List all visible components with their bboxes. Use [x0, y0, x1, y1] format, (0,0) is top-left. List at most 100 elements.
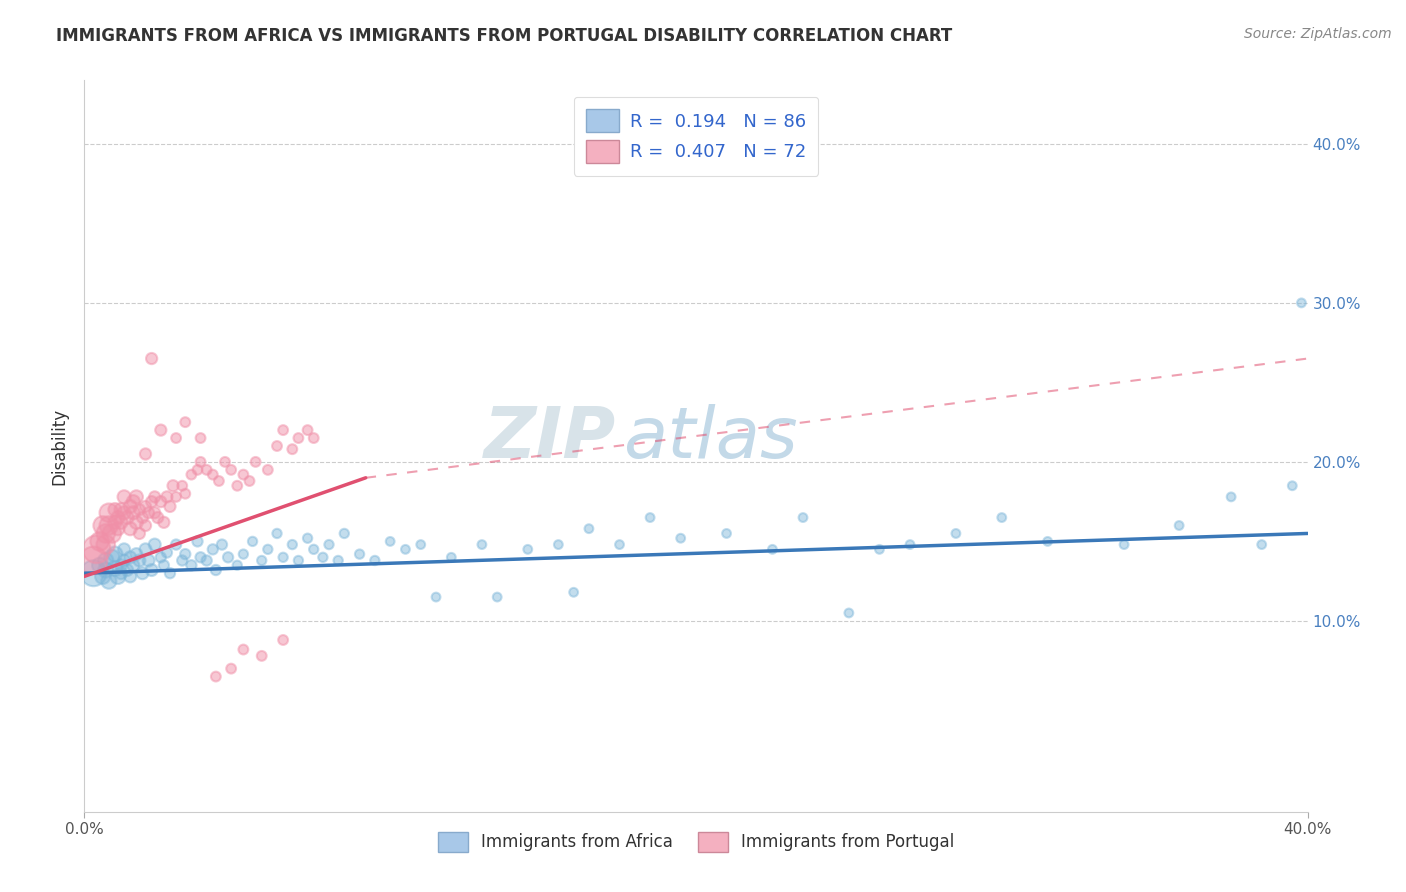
- Point: [138, 553, 160, 567]
- Point: [149, 494, 172, 508]
- Point: [159, 566, 181, 581]
- Point: [86, 542, 108, 557]
- Point: [380, 534, 402, 549]
- Point: [716, 526, 738, 541]
- Point: [205, 563, 228, 577]
- Point: [115, 563, 138, 577]
- Point: [516, 542, 538, 557]
- Point: [226, 558, 249, 573]
- Point: [112, 490, 135, 504]
- Point: [186, 534, 208, 549]
- Point: [120, 500, 142, 514]
- Point: [991, 510, 1014, 524]
- Point: [101, 550, 124, 565]
- Point: [125, 547, 148, 561]
- Point: [153, 558, 176, 573]
- Point: [257, 463, 280, 477]
- Point: [211, 538, 233, 552]
- Point: [141, 563, 163, 577]
- Point: [232, 547, 254, 561]
- Point: [131, 566, 153, 581]
- Point: [257, 542, 280, 557]
- Point: [94, 563, 117, 577]
- Point: [208, 474, 231, 488]
- Point: [89, 534, 111, 549]
- Point: [135, 500, 157, 514]
- Point: [328, 553, 350, 567]
- Point: [302, 431, 325, 445]
- Point: [110, 558, 132, 573]
- Point: [104, 561, 127, 575]
- Point: [219, 463, 242, 477]
- Point: [110, 566, 132, 581]
- Point: [1168, 518, 1191, 533]
- Point: [91, 518, 114, 533]
- Text: IMMIGRANTS FROM AFRICA VS IMMIGRANTS FROM PORTUGAL DISABILITY CORRELATION CHART: IMMIGRANTS FROM AFRICA VS IMMIGRANTS FRO…: [56, 27, 952, 45]
- Point: [172, 479, 194, 493]
- Point: [174, 547, 197, 561]
- Point: [104, 516, 127, 530]
- Point: [898, 538, 921, 552]
- Point: [91, 569, 114, 583]
- Point: [232, 467, 254, 482]
- Point: [312, 550, 335, 565]
- Point: [162, 479, 184, 493]
- Point: [1291, 296, 1313, 310]
- Point: [156, 490, 179, 504]
- Point: [143, 538, 166, 552]
- Point: [287, 431, 309, 445]
- Point: [115, 510, 138, 524]
- Point: [146, 510, 169, 524]
- Point: [266, 526, 288, 541]
- Point: [125, 516, 148, 530]
- Point: [792, 510, 814, 524]
- Legend: Immigrants from Africa, Immigrants from Portugal: Immigrants from Africa, Immigrants from …: [430, 826, 962, 858]
- Text: atlas: atlas: [623, 404, 797, 473]
- Point: [364, 553, 387, 567]
- Point: [125, 490, 148, 504]
- Point: [120, 569, 142, 583]
- Point: [297, 423, 319, 437]
- Point: [107, 510, 129, 524]
- Point: [217, 550, 239, 565]
- Point: [141, 351, 163, 366]
- Point: [349, 547, 371, 561]
- Point: [128, 502, 150, 516]
- Point: [1114, 538, 1136, 552]
- Point: [107, 569, 129, 583]
- Point: [97, 518, 120, 533]
- Point: [318, 538, 340, 552]
- Point: [135, 447, 157, 461]
- Point: [156, 545, 179, 559]
- Point: [195, 463, 218, 477]
- Point: [1036, 534, 1059, 549]
- Y-axis label: Disability: Disability: [51, 408, 69, 484]
- Point: [120, 550, 142, 565]
- Point: [578, 522, 600, 536]
- Point: [287, 553, 309, 567]
- Point: [190, 455, 212, 469]
- Point: [101, 526, 124, 541]
- Point: [245, 455, 267, 469]
- Point: [135, 542, 157, 557]
- Point: [214, 455, 236, 469]
- Point: [122, 506, 145, 520]
- Point: [190, 431, 212, 445]
- Point: [120, 522, 142, 536]
- Point: [112, 553, 135, 567]
- Point: [94, 553, 117, 567]
- Point: [131, 510, 153, 524]
- Point: [141, 494, 163, 508]
- Point: [266, 439, 288, 453]
- Point: [195, 553, 218, 567]
- Point: [112, 506, 135, 520]
- Point: [135, 518, 157, 533]
- Point: [281, 442, 304, 457]
- Point: [669, 531, 692, 545]
- Point: [250, 648, 273, 663]
- Point: [143, 490, 166, 504]
- Point: [153, 516, 176, 530]
- Point: [174, 486, 197, 500]
- Point: [547, 538, 569, 552]
- Point: [180, 467, 202, 482]
